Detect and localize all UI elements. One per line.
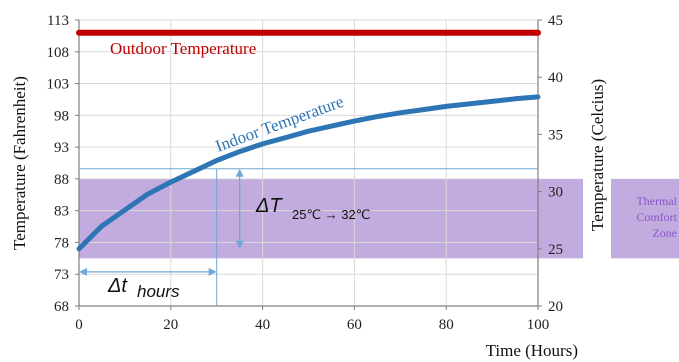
y-left-tick-label: 78 (54, 235, 69, 251)
y-left-tick-label: 93 (54, 140, 69, 156)
x-tick-label: 0 (75, 317, 83, 333)
right-axis-title-backdrop (583, 174, 611, 285)
axis-layer: 0 20 40 60 80 100 68 73 78 83 88 93 98 103 108 113 20 25 3… (47, 13, 564, 333)
comfort-zone-band (79, 178, 679, 259)
y-left-tick-label: 113 (47, 13, 69, 29)
series-label-outdoor: Outdoor Temperature (110, 39, 256, 58)
comfort-zone-label-line: Zone (652, 226, 677, 240)
delta-time-subscript: hours (137, 282, 180, 301)
y-right-tick-label: 45 (548, 13, 563, 29)
delta-time-arrowhead-left (79, 267, 87, 276)
y-left-tick-label: 83 (54, 204, 69, 220)
x-axis-title: Time (Hours) (486, 341, 578, 360)
y-left-tick-label: 68 (54, 299, 69, 315)
series-indoor-line (76, 94, 541, 252)
y-right-tick-label: 35 (548, 127, 563, 143)
delta-time-label: Δt (107, 275, 128, 297)
x-tick-label: 100 (527, 317, 550, 333)
y-right-tick-label: 40 (548, 70, 563, 86)
delta-t-label: ΔT (255, 195, 283, 217)
y-right-tick-label: 30 (548, 185, 563, 201)
x-tick-label: 40 (255, 317, 270, 333)
series-label-indoor: Indoor Temperature (213, 92, 346, 156)
y-left-tick-label: 108 (47, 45, 70, 61)
delta-t-subscript: 25℃ → 32℃ (292, 207, 370, 222)
left-y-axis-title: Temperature (Fahrenheit) (10, 76, 29, 250)
grid-layer (78, 19, 539, 307)
x-tick-label: 80 (439, 317, 454, 333)
right-y-axis-title: Temperature (Celcius) (588, 79, 607, 231)
comfort-zone-label-line: Thermal (636, 194, 677, 208)
y-left-tick-label: 103 (47, 77, 70, 93)
y-left-tick-label: 98 (54, 108, 69, 124)
y-left-tick-label: 73 (54, 267, 69, 283)
delta-t-arrowhead-bottom (235, 240, 244, 249)
y-right-tick-label: 25 (548, 242, 563, 258)
comfort-zone-layer (79, 174, 679, 285)
delta-t-arrowhead-top (235, 168, 244, 177)
x-tick-label: 20 (163, 317, 178, 333)
comfort-zone-label-line: Comfort (636, 210, 677, 224)
delta-time-arrowhead-right (208, 267, 217, 276)
reference-lines-layer (79, 168, 538, 306)
y-right-tick-label: 20 (548, 299, 563, 315)
x-tick-label: 60 (347, 317, 362, 333)
series-layer (76, 29, 541, 252)
annotation-layer: ΔT 25℃ → 32℃ Δt hours (79, 168, 370, 301)
y-left-tick-label: 88 (54, 172, 69, 188)
